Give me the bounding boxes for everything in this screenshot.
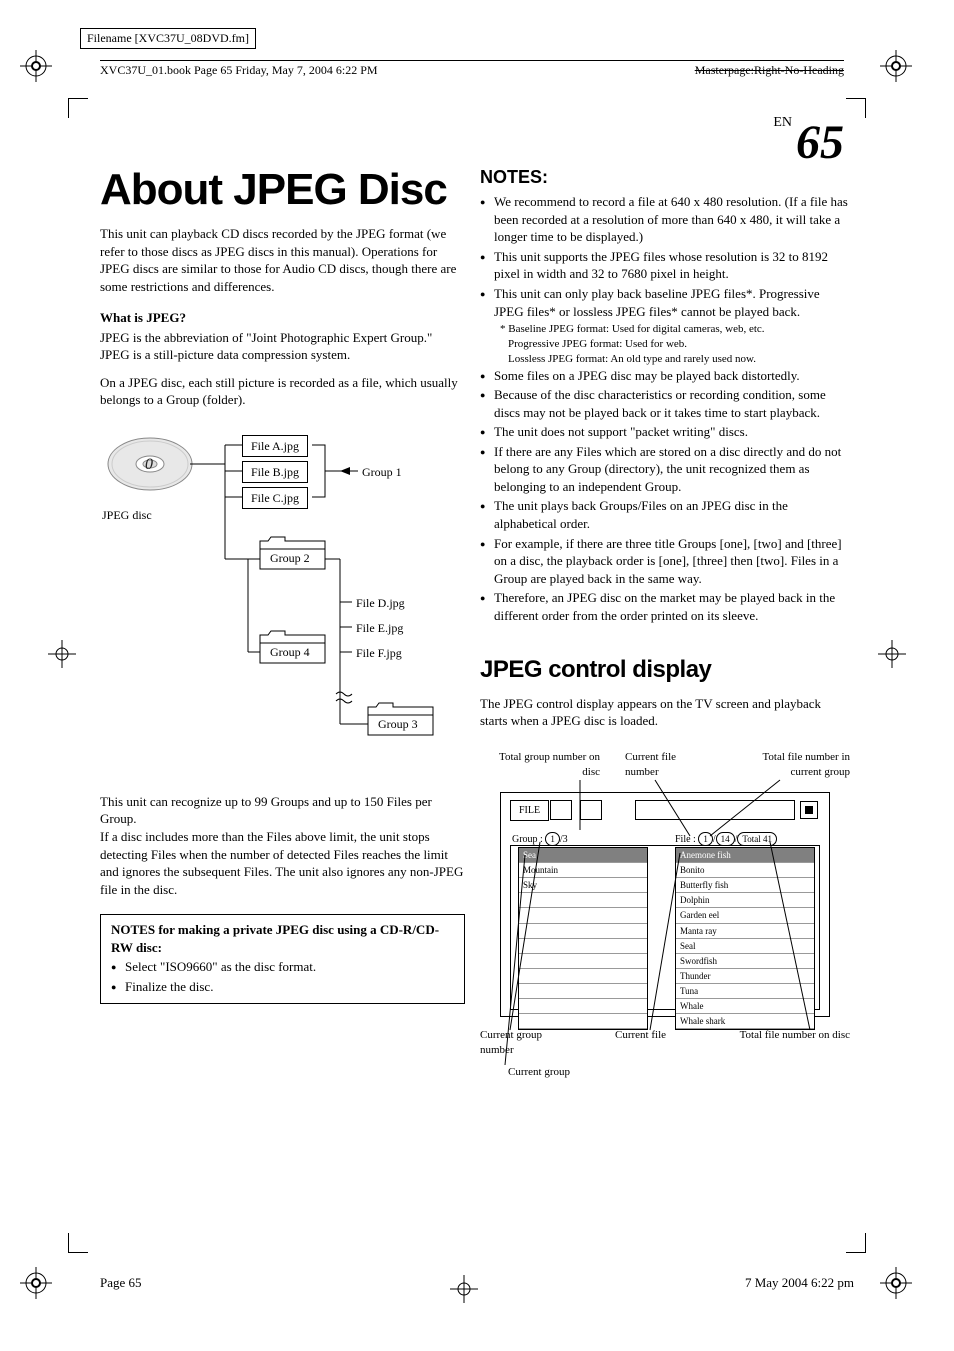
section2-intro: The JPEG control display appears on the … bbox=[480, 695, 850, 730]
note2-0: Some files on a JPEG disc may be played … bbox=[480, 367, 850, 385]
what-is-1: JPEG is the abbreviation of "Joint Photo… bbox=[100, 329, 465, 364]
what-is-2: On a JPEG disc, each still picture is re… bbox=[100, 374, 465, 409]
crop-mark-tr bbox=[880, 50, 912, 82]
recognize-text: This unit can recognize up to 99 Groups … bbox=[100, 793, 465, 828]
note-1: This unit supports the JPEG files whose … bbox=[480, 248, 850, 283]
notes-box-title: NOTES for making a private JPEG disc usi… bbox=[111, 921, 454, 956]
cd-label-cg: Current group bbox=[508, 1065, 570, 1080]
crop-mark-bl bbox=[20, 1267, 52, 1299]
subnote-0: * Baseline JPEG format: Used for digital… bbox=[480, 322, 850, 337]
limit-text: If a disc includes more than the Files a… bbox=[100, 828, 465, 898]
file-c: File C.jpg bbox=[242, 487, 308, 509]
file-d: File D.jpg bbox=[356, 595, 405, 611]
notes-box-1: Select "ISO9660" as the disc format. bbox=[111, 958, 454, 976]
notes-box-2: Finalize the disc. bbox=[111, 978, 454, 996]
crosshair-right bbox=[878, 640, 906, 668]
note2-4: The unit plays back Groups/Files on an J… bbox=[480, 497, 850, 532]
group-2-label: Group 2 bbox=[270, 550, 310, 566]
subnote-2: Lossless JPEG format: An old type and ra… bbox=[480, 352, 850, 367]
intro-text: This unit can playback CD discs recorded… bbox=[100, 225, 465, 295]
group-3-label: Group 3 bbox=[378, 716, 418, 732]
bracket-tr bbox=[846, 98, 866, 118]
footer-left: Page 65 bbox=[100, 1275, 142, 1291]
cd-label-tfd: Total file number on disc bbox=[735, 1028, 850, 1043]
note2-6: Therefore, an JPEG disc on the market ma… bbox=[480, 589, 850, 624]
crop-mark-br bbox=[880, 1267, 912, 1299]
page-en: EN bbox=[773, 115, 792, 130]
notes-box: NOTES for making a private JPEG disc usi… bbox=[100, 914, 465, 1004]
footer: Page 65 7 May 2004 6:22 pm bbox=[100, 1275, 854, 1291]
footer-right: 7 May 2004 6:22 pm bbox=[745, 1275, 854, 1291]
crop-mark-tl bbox=[20, 50, 52, 82]
main-title: About JPEG Disc bbox=[100, 165, 447, 215]
filename-text: Filename [XVC37U_08DVD.fm] bbox=[87, 31, 249, 45]
note2-1: Because of the disc characteristics or r… bbox=[480, 386, 850, 421]
header-left: XVC37U_01.book Page 65 Friday, May 7, 20… bbox=[100, 63, 378, 78]
filename-box: Filename [XVC37U_08DVD.fm] bbox=[80, 28, 256, 49]
bracket-br bbox=[846, 1233, 866, 1253]
header-line: XVC37U_01.book Page 65 Friday, May 7, 20… bbox=[100, 60, 844, 78]
note-2: This unit can only play back baseline JP… bbox=[480, 285, 850, 320]
left-column: This unit can playback CD discs recorded… bbox=[100, 225, 465, 1004]
file-b: File B.jpg bbox=[242, 461, 308, 483]
subnote-1: Progressive JPEG format: Used for web. bbox=[480, 337, 850, 352]
note2-3: If there are any Files which are stored … bbox=[480, 443, 850, 496]
cd-label-cf: Current file bbox=[615, 1028, 666, 1043]
jpeg-disc-diagram: 0 JPEG disc bbox=[100, 429, 465, 779]
page-num: 65 bbox=[796, 116, 844, 169]
crosshair-left bbox=[48, 640, 76, 668]
right-column: NOTES: We recommend to record a file at … bbox=[480, 165, 850, 1100]
file-a: File A.jpg bbox=[242, 435, 308, 457]
group-1-label: Group 1 bbox=[362, 464, 402, 480]
note2-5: For example, if there are three title Gr… bbox=[480, 535, 850, 588]
file-e: File E.jpg bbox=[356, 620, 403, 636]
bracket-tl bbox=[68, 98, 88, 118]
control-display: Total group number on disc Current file … bbox=[480, 750, 850, 1100]
file-f: File F.jpg bbox=[356, 645, 402, 661]
note-0: We recommend to record a file at 640 x 4… bbox=[480, 193, 850, 246]
page-number: EN 65 bbox=[773, 115, 844, 170]
notes-title: NOTES: bbox=[480, 165, 850, 189]
what-is-title: What is JPEG? bbox=[100, 309, 465, 327]
note2-2: The unit does not support "packet writin… bbox=[480, 423, 850, 441]
bracket-bl bbox=[68, 1233, 88, 1253]
section2-title: JPEG control display bbox=[480, 654, 850, 686]
group-4-label: Group 4 bbox=[270, 644, 310, 660]
cd-label-cgn: Current group number bbox=[480, 1028, 570, 1058]
header-right: Masterpage:Right-No-Heading bbox=[695, 63, 844, 78]
